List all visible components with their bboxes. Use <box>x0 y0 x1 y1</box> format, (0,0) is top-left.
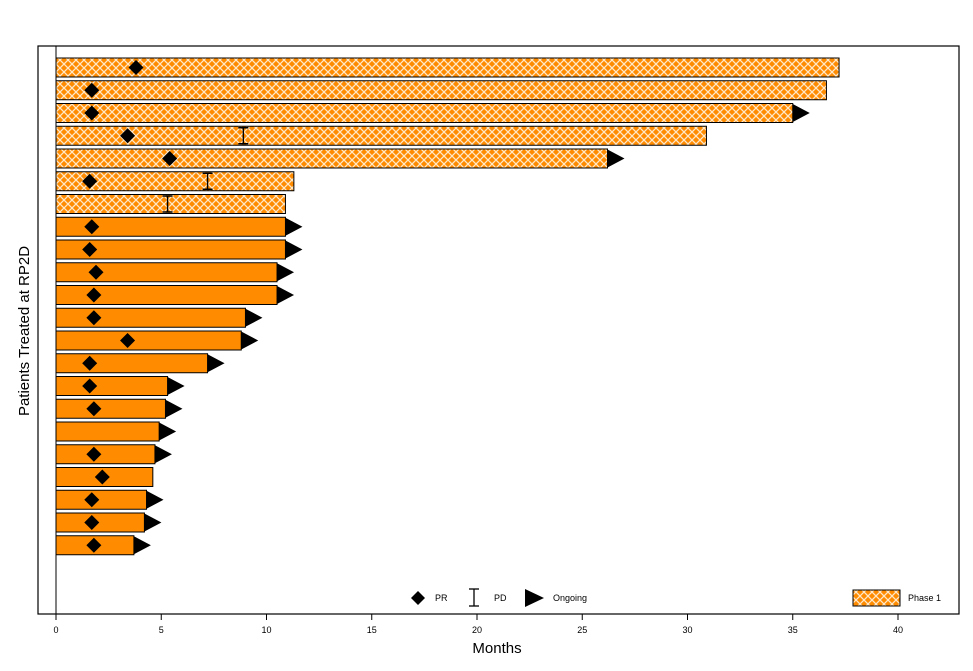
pr-marker <box>86 537 102 553</box>
x-tick-label: 15 <box>367 625 377 635</box>
patient-bar <box>55 444 156 465</box>
pr-marker <box>84 492 100 508</box>
x-axis-label: Months <box>472 640 521 657</box>
pr-legend-icon <box>411 591 425 605</box>
pr-marker <box>88 264 104 280</box>
phase1-legend-label: Phase 1 <box>908 593 941 603</box>
patient-bar <box>55 353 209 374</box>
x-tick-label: 0 <box>53 625 58 635</box>
pr-marker <box>94 469 110 485</box>
pr-marker <box>82 173 98 189</box>
pd-marker <box>238 127 249 145</box>
pr-marker <box>86 446 102 462</box>
ongoing-marker <box>144 513 162 532</box>
pd-legend-label: PD <box>494 593 507 603</box>
bars-layer <box>55 57 840 556</box>
x-tick-label: 10 <box>261 625 271 635</box>
pr-marker <box>82 378 98 394</box>
pr-marker <box>86 310 102 326</box>
patient-bar <box>55 307 246 328</box>
pr-marker <box>84 515 100 530</box>
pd-marker <box>162 195 173 213</box>
x-tick-label: 5 <box>159 625 164 635</box>
pr-marker <box>86 401 102 417</box>
patient-bar <box>55 512 145 533</box>
pr-marker <box>120 333 136 348</box>
ongoing-legend-icon <box>525 589 544 607</box>
ongoing-marker <box>792 104 810 122</box>
ongoing-marker <box>207 354 225 373</box>
patient-bar <box>55 148 609 169</box>
phase1-legend-swatch <box>852 589 901 607</box>
ongoing-legend-label: Ongoing <box>553 593 587 603</box>
x-tick-label: 20 <box>472 625 482 635</box>
ongoing-marker <box>245 308 263 327</box>
pr-marker <box>128 60 144 75</box>
patient-bar <box>55 125 707 146</box>
pr-marker <box>120 128 136 144</box>
ongoing-marker <box>159 422 177 441</box>
ongoing-marker <box>154 445 172 464</box>
patient-bar <box>55 489 148 510</box>
ongoing-marker <box>285 217 303 236</box>
patient-bar <box>55 398 166 419</box>
pr-marker <box>84 82 100 98</box>
x-tick-label: 25 <box>577 625 587 635</box>
patient-bar <box>55 103 794 123</box>
pr-legend-label: PR <box>435 593 448 603</box>
pr-marker <box>162 151 178 166</box>
patient-bar <box>55 421 160 442</box>
ongoing-marker <box>146 490 164 509</box>
pr-marker <box>84 105 100 121</box>
x-tick-label: 40 <box>893 625 903 635</box>
patient-bar <box>55 80 827 101</box>
x-tick-label: 35 <box>788 625 798 635</box>
ongoing-marker <box>607 149 625 168</box>
y-axis-label: Patients Treated at RP2D <box>16 246 33 416</box>
x-axis: 0 5 10 15 20 25 30 35 40 <box>53 614 903 635</box>
patient-bar <box>55 171 295 192</box>
ongoing-marker <box>241 331 259 350</box>
plot-frame <box>37 45 960 615</box>
ongoing-marker <box>133 536 151 555</box>
legend: PR PD Ongoing Phase 1 <box>411 588 941 607</box>
patient-bar <box>55 194 286 214</box>
patient-bar <box>55 330 242 351</box>
pd-marker <box>202 172 213 190</box>
pr-marker <box>82 355 98 371</box>
patient-bar <box>55 376 169 396</box>
patient-bar <box>55 57 840 78</box>
pd-legend-icon <box>469 588 479 607</box>
ongoing-marker <box>165 399 183 418</box>
pr-marker <box>84 219 100 235</box>
ongoing-marker <box>285 240 303 259</box>
pr-marker <box>82 242 98 257</box>
ongoing-marker <box>277 263 295 282</box>
x-tick-label: 30 <box>682 625 692 635</box>
pr-marker <box>86 287 102 303</box>
markers-layer <box>82 60 810 555</box>
ongoing-marker <box>277 286 295 304</box>
ongoing-marker <box>167 377 185 395</box>
